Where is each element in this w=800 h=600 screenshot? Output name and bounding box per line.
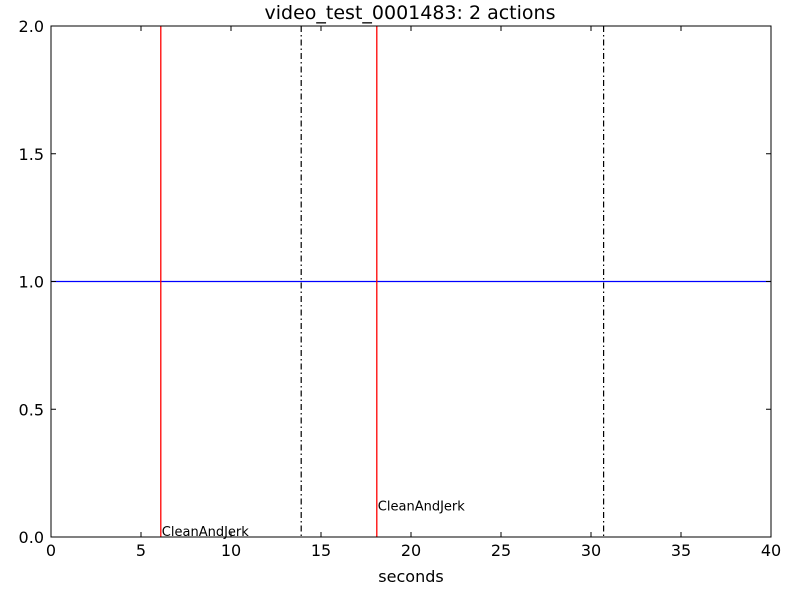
x-tick-label: 0	[46, 541, 56, 560]
x-tick-label: 20	[401, 541, 421, 560]
y-tick-label: 2.0	[19, 17, 44, 36]
x-tick-label: 30	[581, 541, 601, 560]
y-tick-label: 0.0	[19, 528, 44, 547]
y-tick-label: 0.5	[19, 400, 44, 419]
y-tick-label: 1.5	[19, 145, 44, 164]
action-label-0: CleanAndJerk	[162, 525, 249, 540]
y-tick-label: 1.0	[19, 273, 44, 292]
x-tick-label: 5	[136, 541, 146, 560]
plot-frame	[50, 25, 772, 538]
x-axis-label: seconds	[378, 567, 443, 586]
action-markers: CleanAndJerk CleanAndJerk	[160, 26, 605, 540]
x-tick-label: 10	[221, 541, 241, 560]
x-tick-label: 40	[761, 541, 781, 560]
axis-ticks: 0 5 10 15 20 25 30 35 40 0.0 0.5 1.0 1.5 2.0	[19, 17, 782, 560]
x-tick-label: 25	[491, 541, 511, 560]
x-tick-label: 15	[311, 541, 331, 560]
x-tick-label: 35	[671, 541, 691, 560]
chart-title: video_test_0001483: 2 actions	[265, 2, 556, 24]
action-label-1: CleanAndJerk	[378, 499, 465, 514]
